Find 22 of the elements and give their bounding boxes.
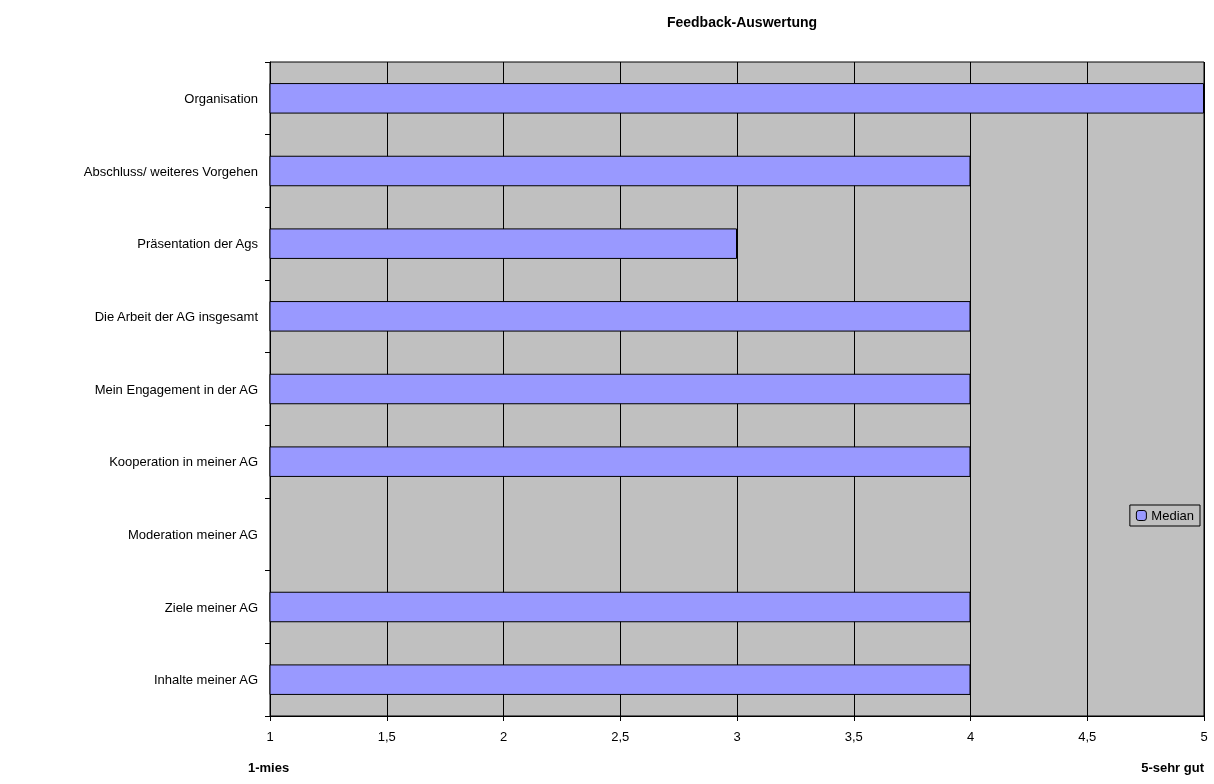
y-tick-label: Die Arbeit der AG insgesamt	[94, 308, 259, 324]
y-tick-label: Inhalte meiner AG	[153, 672, 258, 688]
x-tick-label: 3,5	[844, 729, 863, 744]
x-tick-label: 4	[966, 729, 975, 744]
y-tick-label: Ziele meiner AG	[164, 599, 258, 615]
legend-label: Median	[1151, 508, 1194, 523]
x-tick-label: 4,5	[1078, 729, 1097, 744]
y-tick-label: Organisation	[184, 90, 258, 106]
y-tick-label: Abschluss/ weiteres Vorgehen	[83, 163, 258, 179]
x-tick-label: 1	[266, 729, 274, 744]
text: 5-sehr gut	[1141, 760, 1205, 775]
y-tick-label: Mein Engagement in der AG	[94, 381, 258, 397]
x-tick-label: 2,5	[611, 729, 630, 744]
x-tick-label: 1,5	[377, 729, 396, 744]
text: 1-mies	[248, 760, 290, 775]
x-tick-label: 5	[1200, 729, 1208, 744]
y-tick-label: Kooperation in meiner AG	[109, 454, 258, 470]
x-tick-label: 2	[499, 729, 508, 744]
y-tick-label: Präsentation der Ags	[137, 236, 259, 252]
chart-title: Feedback-Auswertung	[666, 14, 818, 30]
y-tick-label: Moderation meiner AG	[127, 526, 258, 542]
x-tick-label: 3	[733, 729, 741, 744]
